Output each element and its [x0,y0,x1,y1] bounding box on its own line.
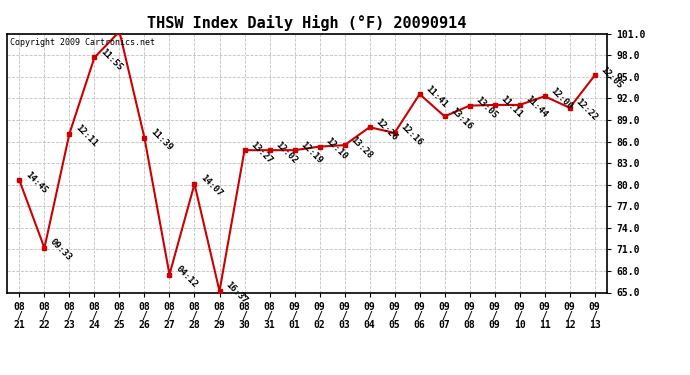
Text: 11:39: 11:39 [148,128,174,153]
Text: 12:00: 12:00 [549,86,574,111]
Text: 12:10: 12:10 [324,136,349,161]
Text: 12:19: 12:19 [299,140,324,165]
Text: 11:44: 11:44 [524,94,549,120]
Text: 13:16: 13:16 [448,106,474,131]
Text: 04:12: 04:12 [174,264,199,290]
Text: 14:45: 14:45 [23,170,49,195]
Text: 11:41: 11:41 [424,84,449,109]
Text: 09:33: 09:33 [48,237,74,263]
Text: 12:02: 12:02 [274,140,299,165]
Text: 12:16: 12:16 [399,122,424,148]
Text: 11:11: 11:11 [499,94,524,120]
Text: 12:26: 12:26 [374,117,399,142]
Text: 11:55: 11:55 [99,47,124,72]
Text: 14:07: 14:07 [199,174,224,199]
Text: 12:23: 12:23 [0,374,1,375]
Text: 12:11: 12:11 [74,123,99,148]
Text: 13:05: 13:05 [474,95,499,120]
Text: Copyright 2009 Cartronics.net: Copyright 2009 Cartronics.net [10,38,155,46]
Title: THSW Index Daily High (°F) 20090914: THSW Index Daily High (°F) 20090914 [148,15,466,31]
Text: 16:37: 16:37 [224,280,249,306]
Text: 12:05: 12:05 [599,65,624,90]
Text: 13:28: 13:28 [348,135,374,160]
Text: 12:22: 12:22 [574,97,599,123]
Text: 13:27: 13:27 [248,140,274,165]
